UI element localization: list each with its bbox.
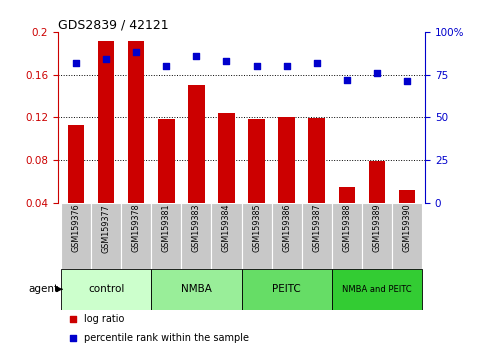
Text: GSM159383: GSM159383 — [192, 204, 201, 252]
Text: GSM159385: GSM159385 — [252, 204, 261, 252]
Text: GSM159387: GSM159387 — [312, 204, 321, 252]
Point — [403, 79, 411, 84]
Bar — [68, 125, 85, 203]
Bar — [309, 118, 325, 203]
Bar — [248, 119, 265, 203]
Bar — [398, 190, 415, 203]
Text: GSM159390: GSM159390 — [402, 204, 412, 252]
Point — [223, 58, 230, 64]
Text: GSM159384: GSM159384 — [222, 204, 231, 252]
Bar — [61, 269, 151, 309]
Point — [72, 60, 80, 65]
Point — [373, 70, 381, 76]
Text: GDS2839 / 42121: GDS2839 / 42121 — [58, 19, 169, 32]
Bar — [302, 203, 332, 269]
Point — [313, 60, 321, 65]
Text: GSM159378: GSM159378 — [132, 204, 141, 252]
Point — [283, 63, 290, 69]
Bar — [218, 113, 235, 203]
Text: GSM159376: GSM159376 — [71, 204, 81, 252]
Text: control: control — [88, 284, 124, 294]
Bar — [181, 203, 212, 269]
Bar — [369, 161, 385, 203]
Point — [102, 56, 110, 62]
Point — [253, 63, 260, 69]
Bar — [392, 203, 422, 269]
Bar — [332, 203, 362, 269]
Bar — [151, 269, 242, 309]
Bar — [242, 269, 332, 309]
Text: GSM159386: GSM159386 — [282, 204, 291, 252]
Bar — [98, 41, 114, 203]
Point — [193, 53, 200, 59]
Text: GSM159381: GSM159381 — [162, 204, 171, 252]
Text: agent: agent — [28, 284, 58, 294]
Text: GSM159388: GSM159388 — [342, 204, 351, 252]
Bar — [121, 203, 151, 269]
Text: percentile rank within the sample: percentile rank within the sample — [84, 332, 249, 343]
Bar — [362, 203, 392, 269]
Bar — [61, 203, 91, 269]
Point — [69, 335, 76, 341]
Point — [69, 316, 76, 322]
Bar — [188, 85, 205, 203]
Bar — [91, 203, 121, 269]
Bar — [271, 203, 302, 269]
Text: NMBA and PEITC: NMBA and PEITC — [342, 285, 412, 294]
Point — [162, 63, 170, 69]
Text: GSM159377: GSM159377 — [101, 204, 111, 252]
Text: GSM159389: GSM159389 — [372, 204, 382, 252]
Point — [343, 77, 351, 82]
Bar — [332, 269, 422, 309]
Text: NMBA: NMBA — [181, 284, 212, 294]
Bar — [128, 41, 144, 203]
Bar — [242, 203, 271, 269]
Bar — [158, 119, 174, 203]
Bar — [339, 187, 355, 203]
Bar — [278, 117, 295, 203]
Text: log ratio: log ratio — [84, 314, 124, 324]
Bar — [151, 203, 181, 269]
Text: PEITC: PEITC — [272, 284, 301, 294]
Bar — [212, 203, 242, 269]
Point — [132, 50, 140, 55]
